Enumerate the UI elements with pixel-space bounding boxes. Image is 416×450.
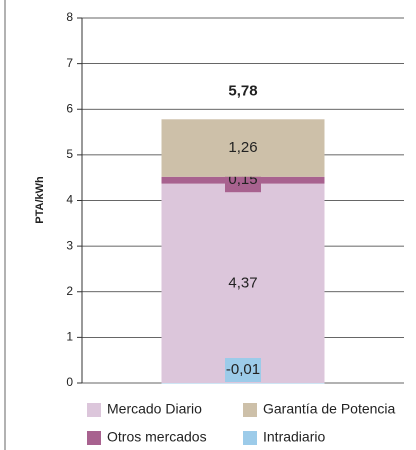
y-tick-label: 4 [66,193,73,207]
legend-swatch [243,403,257,417]
y-axis-label: PTA/kWh [34,176,46,224]
legend-label: Otros mercados [107,429,207,445]
y-tick-label: 1 [66,330,73,344]
total-label: 5,78 [228,82,257,99]
value-label: 1,26 [228,139,257,156]
y-tick-label: 5 [66,147,73,161]
value-label-box [225,358,261,382]
legend-swatch [243,431,257,445]
y-tick-label: 6 [66,101,73,115]
legend-swatch [87,431,101,445]
bar-segment [161,119,325,177]
legend-label: Mercado Diario [107,401,202,417]
y-tick-label: 7 [66,56,73,70]
y-tick-label: 3 [66,238,73,252]
value-label: -0,01 [226,361,260,378]
legend-label: Intradiario [263,429,325,445]
legend-swatch [87,403,101,417]
bar-segment [161,383,325,384]
y-tick-label: 2 [66,284,73,298]
y-tick-label: 8 [66,10,73,24]
value-label: 4,37 [228,274,257,291]
bar-segment [161,183,325,383]
legend-label: Garantía de Potencia [263,401,396,417]
y-tick-label: 0 [66,375,73,389]
